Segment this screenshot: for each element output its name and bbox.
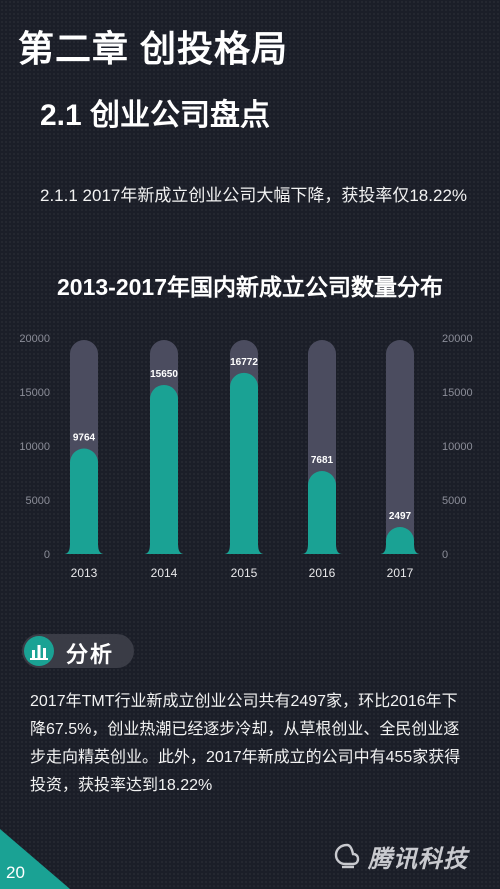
analysis-badge: 分析 [22,634,134,668]
y-tick-label-left: 20000 [19,333,50,345]
y-tick-label-right: 0 [442,549,448,561]
x-tick-label: 2016 [309,566,336,580]
bar [144,384,184,554]
tencent-tech-logo: 腾讯科技 [332,841,468,873]
y-tick-label-left: 15000 [19,387,50,399]
x-tick-label: 2013 [71,566,98,580]
data-label: 16772 [230,357,258,368]
x-tick-label: 2014 [151,566,178,580]
analysis-label: 分析 [66,642,115,667]
bar [302,471,342,554]
corner-decoration [0,829,70,889]
analysis-text: 2017年TMT行业新成立创业公司共有2497家，环比2016年下降67.5%，… [30,693,461,794]
data-label: 7681 [311,455,334,466]
tencent-logo-icon [334,843,360,869]
chart-title: 2013-2017年国内新成立公司数量分布 [57,274,443,300]
bar [380,527,420,554]
x-tick-label: 2015 [231,566,258,580]
y-tick-label-left: 0 [44,549,50,561]
subsection-heading: 2.1.1 2017年新成立创业公司大幅下降，获投率仅18.22% [40,186,468,205]
logo-text: 腾讯科技 [368,845,468,873]
bar-track [380,340,420,554]
bar-chart-icon [24,636,54,666]
data-label: 2497 [389,511,412,522]
bar-chart: 0 0 5000 5000 10000 10000 15000 15000 20000 20000… [19,333,473,580]
chapter-title: 第二章 创投格局 [18,28,289,69]
data-label: 9764 [73,433,96,444]
x-tick-label: 2017 [387,566,414,580]
page-number: 20 [6,863,25,882]
y-tick-label-right: 15000 [442,387,473,399]
y-tick-label-left: 5000 [26,495,50,507]
y-tick-label-right: 5000 [442,495,466,507]
y-tick-label-right: 10000 [442,441,473,453]
y-tick-label-left: 10000 [19,441,50,453]
y-tick-label-right: 20000 [442,333,473,345]
section-title: 2.1 创业公司盘点 [40,99,271,132]
bar [64,448,104,554]
data-label: 15650 [150,369,178,380]
bar [224,372,264,554]
